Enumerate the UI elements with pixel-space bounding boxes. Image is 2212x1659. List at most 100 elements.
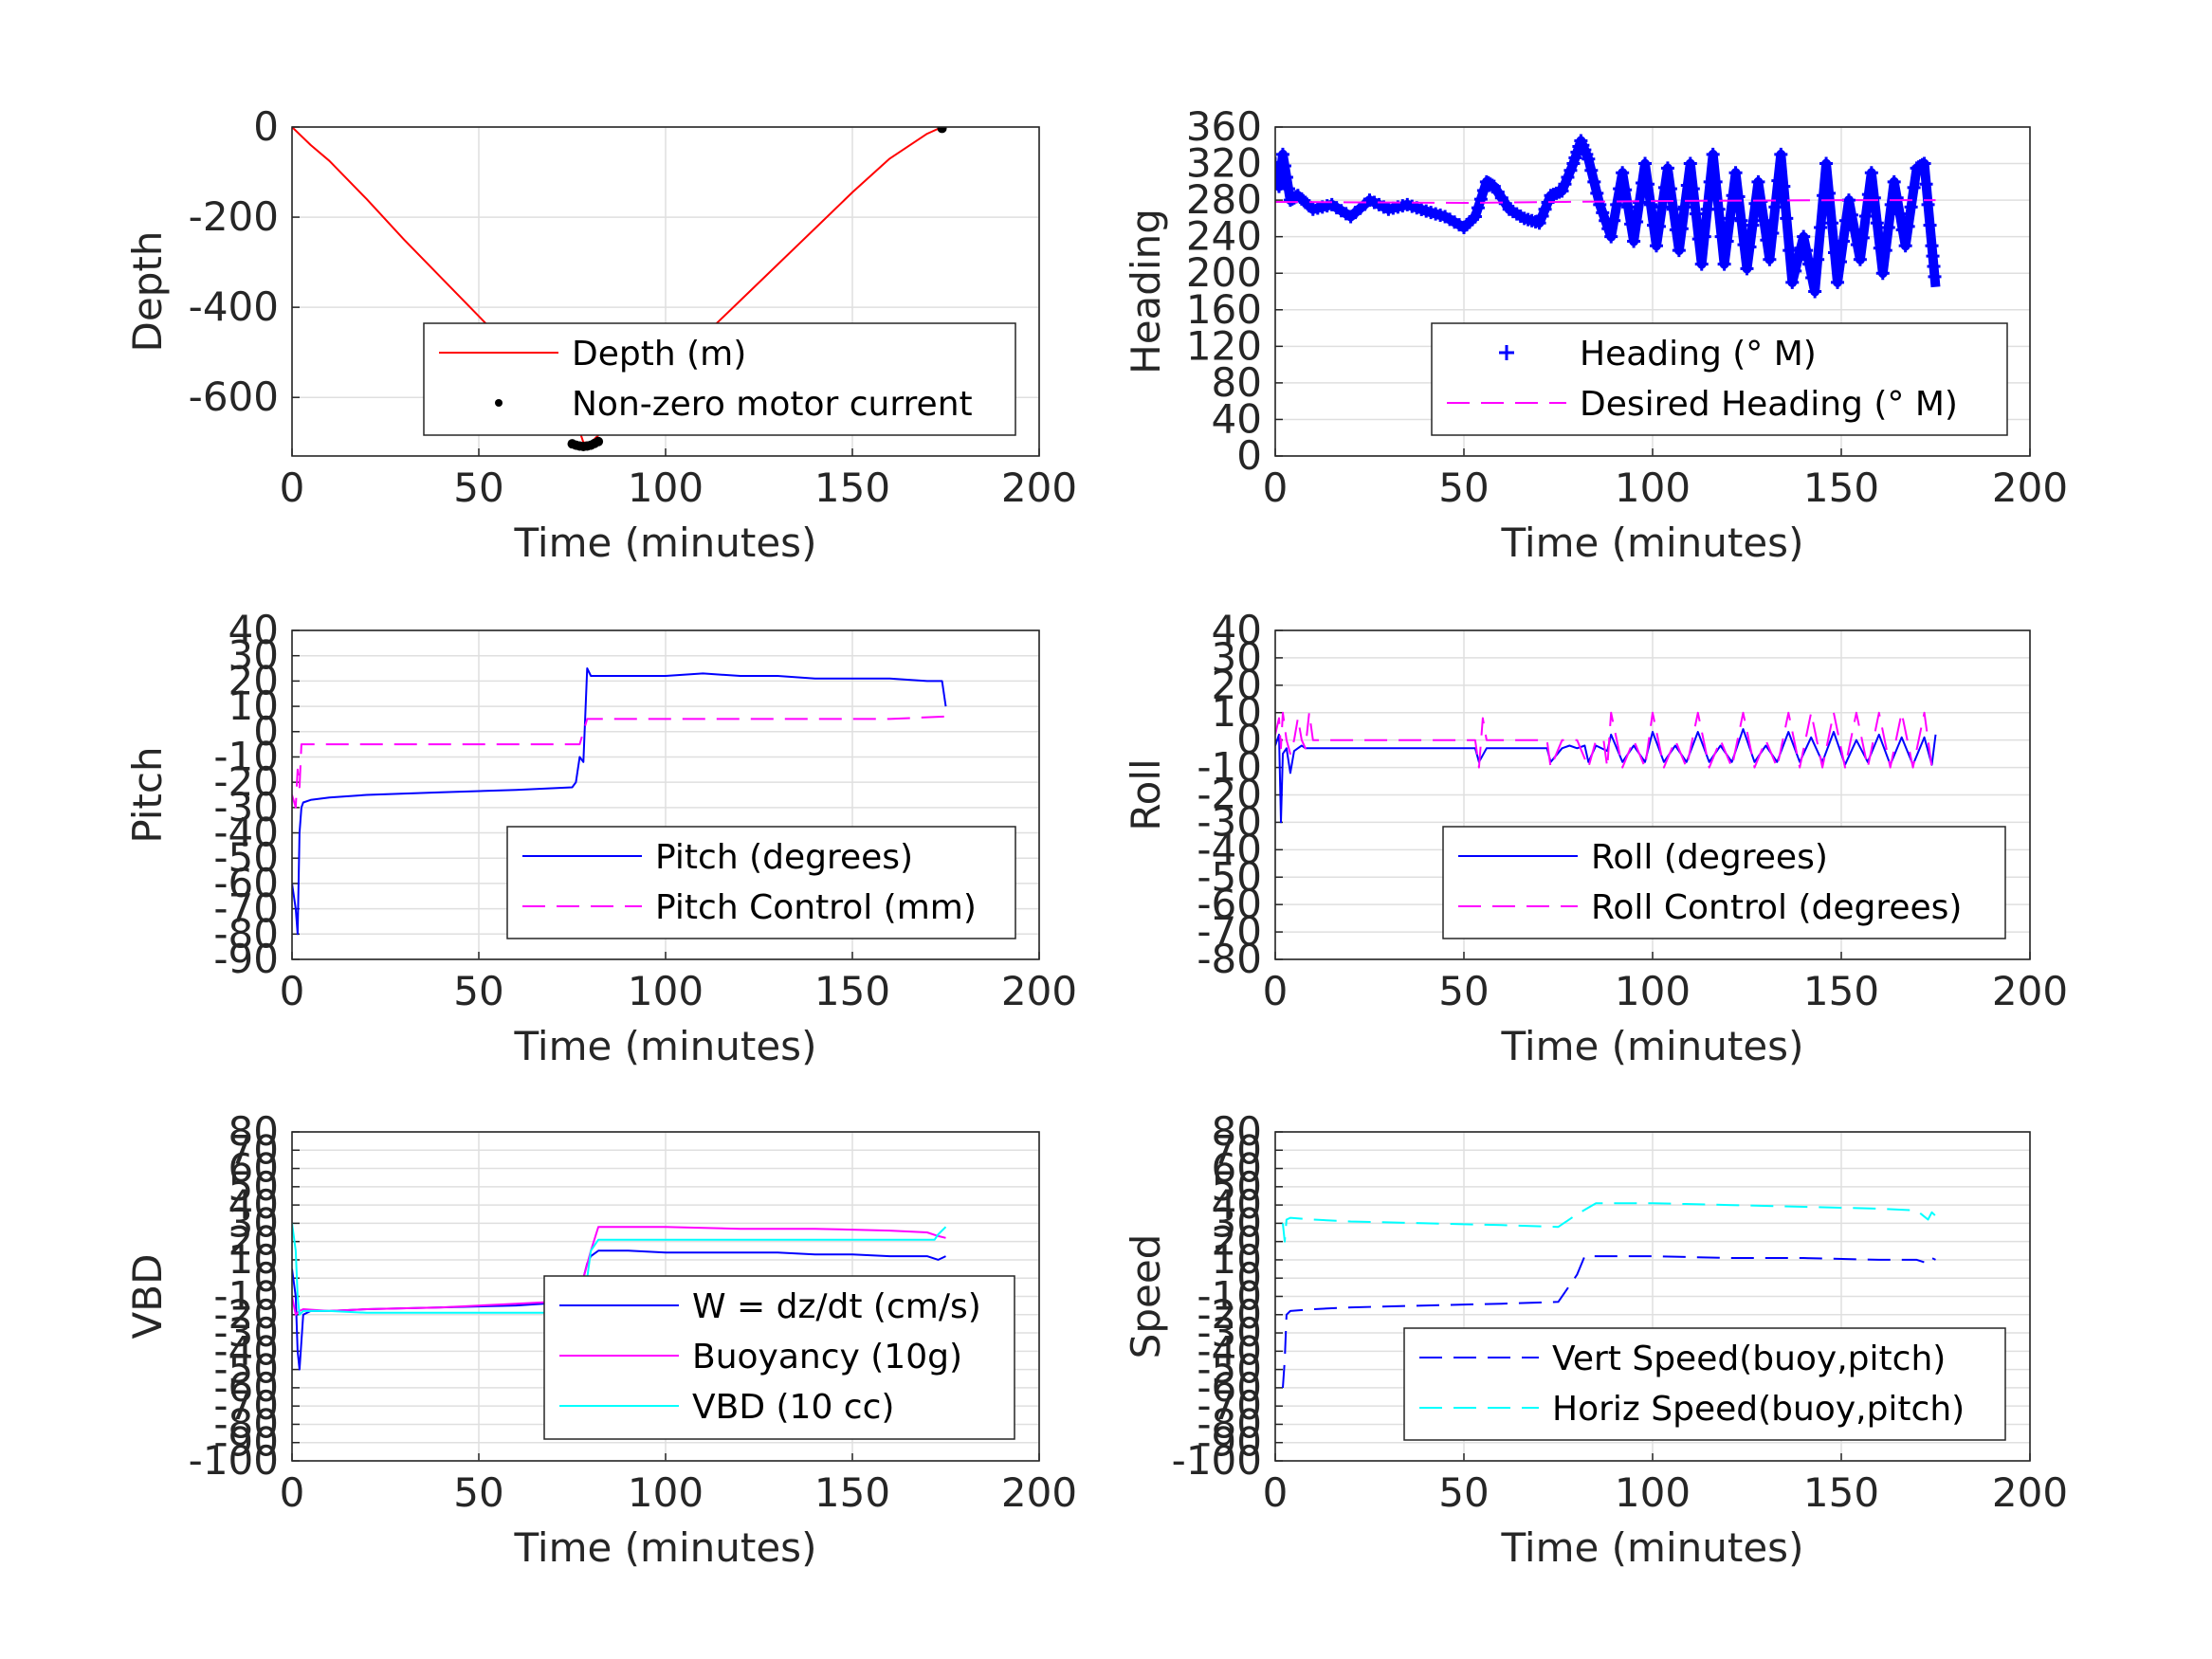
y-tick-label: -40 bbox=[1197, 826, 1262, 872]
heading-series-1-point bbox=[1919, 177, 1933, 191]
y-tick-label: -70 bbox=[213, 1382, 279, 1429]
heading-series-1-point bbox=[1904, 200, 1918, 214]
axes-frame bbox=[1274, 629, 2031, 960]
y-tick-label: 70 bbox=[1212, 1126, 1262, 1173]
x-axis-label: Time (minutes) bbox=[514, 1023, 817, 1069]
y-tick-label: 0 bbox=[253, 1254, 279, 1301]
heading-series-1-point bbox=[1746, 218, 1760, 232]
y-tick-label: -60 bbox=[1197, 881, 1262, 927]
y-tick-label: -30 bbox=[1197, 798, 1262, 845]
legend-swatch bbox=[1499, 345, 1514, 360]
x-tick-label: 100 bbox=[628, 465, 704, 511]
speed-series-1-line bbox=[1282, 1255, 1936, 1388]
heading-series-1-point bbox=[1841, 193, 1856, 208]
axes-frame bbox=[1274, 126, 2031, 457]
y-tick-label: -80 bbox=[1197, 936, 1262, 982]
y-tick-label: -70 bbox=[1197, 1382, 1262, 1429]
heading-series-1-point bbox=[1928, 269, 1942, 283]
pitch-series-1-line bbox=[292, 667, 947, 936]
pitch-panel: 0 50 100 150 200403020100-10-20-30-40-50-60-… bbox=[124, 607, 1077, 1069]
heading-series-1-point bbox=[1593, 197, 1607, 211]
y-tick-label: -80 bbox=[213, 910, 279, 957]
heading-series-1-point bbox=[1709, 174, 1723, 189]
y-tick-label: -40 bbox=[213, 1327, 279, 1374]
y-tick-label: 30 bbox=[229, 632, 279, 679]
heading-series-1-point bbox=[1782, 244, 1797, 258]
y-axis-label: Heading bbox=[1123, 209, 1169, 374]
y-tick-label: 40 bbox=[1212, 1181, 1262, 1228]
x-tick-label: 200 bbox=[1992, 1469, 2068, 1516]
x-tick-label: 50 bbox=[453, 968, 503, 1014]
y-tick-label: -70 bbox=[1197, 908, 1262, 955]
x-axis-label: Time (minutes) bbox=[514, 1524, 817, 1571]
heading-series-1-point bbox=[1836, 234, 1850, 248]
heading-series-1-point bbox=[1563, 163, 1578, 177]
heading-series-1-point bbox=[1476, 183, 1490, 197]
x-tick-label: 100 bbox=[628, 968, 704, 1014]
y-tick-label: -20 bbox=[1197, 1291, 1262, 1338]
x-axis-label: Time (minutes) bbox=[1501, 1023, 1804, 1069]
heading-series-1-point bbox=[1711, 202, 1726, 216]
heading-series-1-point bbox=[1907, 180, 1921, 194]
heading-series-1-point bbox=[1768, 200, 1782, 214]
y-tick-label: -50 bbox=[213, 834, 279, 881]
heading-series-1-point bbox=[1700, 202, 1714, 216]
y-tick-label: 0 bbox=[253, 103, 279, 150]
y-tick-label: 40 bbox=[229, 607, 279, 653]
y-tick-label: 30 bbox=[1212, 634, 1262, 681]
y-tick-label: -10 bbox=[213, 733, 279, 779]
speed-series-2-line bbox=[1282, 1202, 1937, 1243]
x-tick-label: 200 bbox=[1001, 968, 1077, 1014]
heading-series-1-point bbox=[1279, 171, 1293, 185]
x-tick-label: 0 bbox=[1263, 968, 1289, 1014]
y-tick-label: -60 bbox=[213, 1364, 279, 1411]
heading-series-1-point bbox=[1850, 238, 1864, 252]
x-tick-label: 100 bbox=[1615, 968, 1691, 1014]
heading-series-1-point bbox=[1561, 171, 1575, 185]
legend-label: Desired Heading (° M) bbox=[1580, 385, 1958, 424]
y-tick-label: 70 bbox=[229, 1126, 279, 1173]
heading-series-1-point bbox=[1538, 202, 1552, 216]
y-tick-label: -600 bbox=[189, 374, 279, 420]
y-tick-label: 10 bbox=[229, 683, 279, 729]
heading-series-1-point bbox=[1641, 177, 1655, 191]
x-tick-label: 50 bbox=[1438, 465, 1489, 511]
heading-series-1-point bbox=[1788, 264, 1802, 278]
y-tick-label: -400 bbox=[189, 283, 279, 330]
heading-series-1-point bbox=[1917, 156, 1931, 171]
heading-series-1-point bbox=[1706, 147, 1720, 161]
depth-panel: 0 50 100 150 200 0 -200 -400 -600 Time (minutes) D… bbox=[124, 103, 1077, 566]
y-tick-label: 10 bbox=[229, 1236, 279, 1283]
axes-frame bbox=[291, 629, 1040, 960]
y-axis-label: Depth bbox=[124, 231, 171, 353]
y-tick-label: -50 bbox=[213, 1346, 279, 1393]
heading-series-1-point bbox=[1581, 152, 1596, 166]
roll-legend: Roll (degrees) Roll Control (degrees) bbox=[1442, 826, 2006, 939]
pitch-legend: Pitch (degrees) Pitch Control (mm) bbox=[506, 826, 1016, 939]
heading-series-2-line bbox=[1275, 199, 1936, 204]
legend-swatch bbox=[495, 399, 503, 407]
heading-series-1-point bbox=[1887, 174, 1901, 189]
depth-legend: Depth (m) Non-zero motor current bbox=[423, 322, 1016, 436]
heading-series-1-point bbox=[1867, 191, 1881, 205]
heading-series-1-point bbox=[1596, 206, 1610, 220]
y-tick-label: 0 bbox=[1236, 432, 1262, 479]
heading-series-1-point bbox=[1604, 229, 1618, 244]
y-axis-label: Speed bbox=[1123, 1234, 1169, 1359]
heading-series-1-point bbox=[1686, 182, 1700, 196]
roll-series-2-line bbox=[1275, 711, 1933, 769]
y-tick-label: 120 bbox=[1186, 322, 1262, 369]
heading-series-1-point bbox=[1858, 209, 1873, 223]
y-tick-label: -90 bbox=[213, 936, 279, 982]
heading-series-1-point bbox=[1814, 221, 1828, 235]
heading-series-1-point bbox=[1870, 216, 1884, 230]
legend-label: Roll Control (degrees) bbox=[1591, 888, 1962, 927]
heading-series-1-point bbox=[1649, 239, 1663, 253]
y-axis-label: VBD bbox=[124, 1254, 171, 1340]
heading-series-1-point bbox=[1697, 229, 1711, 244]
x-tick-label: 0 bbox=[1263, 465, 1289, 511]
x-tick-label: 100 bbox=[628, 1469, 704, 1516]
heading-series-1-point bbox=[1723, 211, 1737, 226]
heading-panel: 0 50 100 150 20036032028024020016012080400Ti… bbox=[1123, 103, 2068, 566]
heading-series-1-point bbox=[1610, 197, 1624, 211]
